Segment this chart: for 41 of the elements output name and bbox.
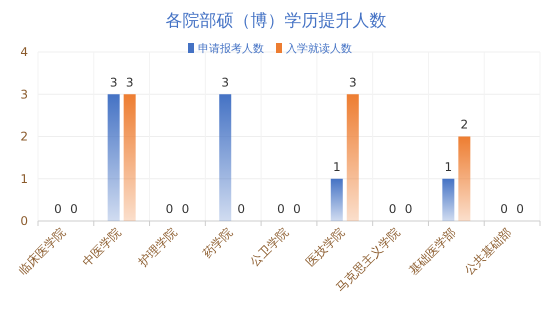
- x-tick-label: 药学院: [200, 225, 236, 261]
- data-label: 0: [404, 202, 412, 216]
- x-tick-label: 临床医学院: [16, 225, 68, 278]
- data-label: 3: [110, 75, 118, 90]
- data-label: 0: [516, 202, 524, 216]
- x-tick-label: 护理学院: [135, 225, 180, 270]
- legend-label: 申请报考人数: [198, 42, 264, 55]
- data-label: 3: [348, 75, 357, 90]
- data-label: 0: [277, 202, 285, 216]
- data-label: 0: [388, 202, 396, 216]
- chart-title: 各院部硕（博）学历提升人数: [166, 11, 386, 31]
- data-label: 0: [182, 202, 190, 216]
- x-tick-label: 公卫学院: [247, 225, 292, 270]
- data-label: 2: [460, 118, 468, 132]
- data-label: 1: [332, 160, 341, 174]
- x-tick-label: 公共基础部: [462, 225, 514, 278]
- x-tick-label: 医技学院: [303, 225, 347, 270]
- bar: [219, 94, 232, 221]
- data-label: 0: [500, 202, 508, 216]
- bar: [442, 178, 454, 221]
- bar: [458, 136, 470, 221]
- data-label: 0: [166, 202, 174, 216]
- data-label: 0: [54, 202, 62, 216]
- y-tick-label: 0: [20, 214, 28, 228]
- y-tick-label: 3: [20, 87, 28, 102]
- bar: [346, 94, 359, 221]
- bar: [124, 94, 136, 221]
- data-label: 0: [70, 202, 78, 216]
- bar: [108, 94, 120, 221]
- data-label: 1: [444, 160, 452, 174]
- x-tick-label: 中医学院: [80, 225, 124, 270]
- y-tick-label: 4: [20, 45, 28, 59]
- data-label: 3: [126, 75, 134, 90]
- data-label: 0: [293, 202, 301, 216]
- y-tick-label: 1: [20, 172, 28, 186]
- y-tick-label: 2: [20, 130, 28, 144]
- data-label: 0: [237, 202, 246, 216]
- data-label: 3: [221, 75, 230, 90]
- legend-label: 入学就读人数: [286, 42, 352, 55]
- x-tick-label: 基础医学部: [406, 225, 458, 278]
- bar: [330, 178, 343, 221]
